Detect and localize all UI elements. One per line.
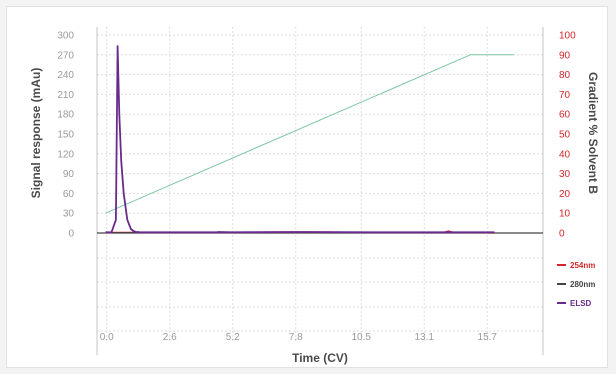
horizontal-gridlines bbox=[97, 34, 543, 332]
x-tick-label: 7.8 bbox=[289, 332, 303, 343]
x-axis-title: Time (CV) bbox=[292, 351, 348, 365]
x-tick-label: 0.0 bbox=[100, 332, 114, 343]
y2-axis-title: Gradient % Solvent B bbox=[586, 72, 600, 194]
series-line-elsd bbox=[105, 45, 495, 234]
y-axis-title: Signal response (mAu) bbox=[29, 68, 43, 199]
y2-tick-label: 30 bbox=[559, 169, 571, 180]
x-tick-label: 13.1 bbox=[414, 332, 434, 343]
legend-label-254nm: 254nm bbox=[570, 261, 595, 270]
legend: 254nm 280nm ELSD bbox=[557, 261, 595, 308]
series-lines bbox=[105, 45, 514, 234]
y2-tick-label: 100 bbox=[559, 31, 576, 42]
x-tick-label: 15.7 bbox=[478, 332, 498, 343]
y-tick-label: 60 bbox=[63, 189, 75, 200]
x-tick-label: 2.6 bbox=[163, 332, 177, 343]
y2-tick-label: 60 bbox=[559, 110, 571, 121]
y2-tick-label: 80 bbox=[559, 70, 571, 81]
y2-tick-label: 70 bbox=[559, 90, 571, 101]
y-tick-label: 0 bbox=[68, 229, 74, 240]
x-tick-label: 10.5 bbox=[351, 332, 371, 343]
series-line-gradient bbox=[105, 54, 514, 214]
y-tick-label: 270 bbox=[57, 50, 74, 61]
y2-tick-label: 40 bbox=[559, 149, 571, 160]
y2-tick-label: 50 bbox=[559, 130, 571, 141]
y-tick-label: 300 bbox=[57, 31, 74, 42]
y-tick-label: 120 bbox=[57, 149, 74, 160]
y-tick-label: 210 bbox=[57, 90, 74, 101]
y-tick-label: 240 bbox=[57, 70, 74, 81]
y-tick-label: 150 bbox=[57, 130, 74, 141]
y2-tick-label: 0 bbox=[559, 229, 565, 240]
y2-tick-label: 90 bbox=[559, 50, 571, 61]
legend-label-280nm: 280nm bbox=[570, 280, 595, 289]
y-tick-label: 180 bbox=[57, 110, 74, 121]
y-tick-label: 30 bbox=[63, 209, 75, 220]
x-tick-label: 5.2 bbox=[226, 332, 240, 343]
y2-tick-label: 20 bbox=[559, 189, 571, 200]
axes bbox=[96, 27, 544, 355]
y2-tick-label: 10 bbox=[559, 209, 571, 220]
legend-label-elsd: ELSD bbox=[570, 299, 592, 308]
y-tick-label: 90 bbox=[63, 169, 75, 180]
x-ticks: 0.0 2.6 5.2 7.8 10.5 13.1 15.7 bbox=[100, 332, 498, 343]
